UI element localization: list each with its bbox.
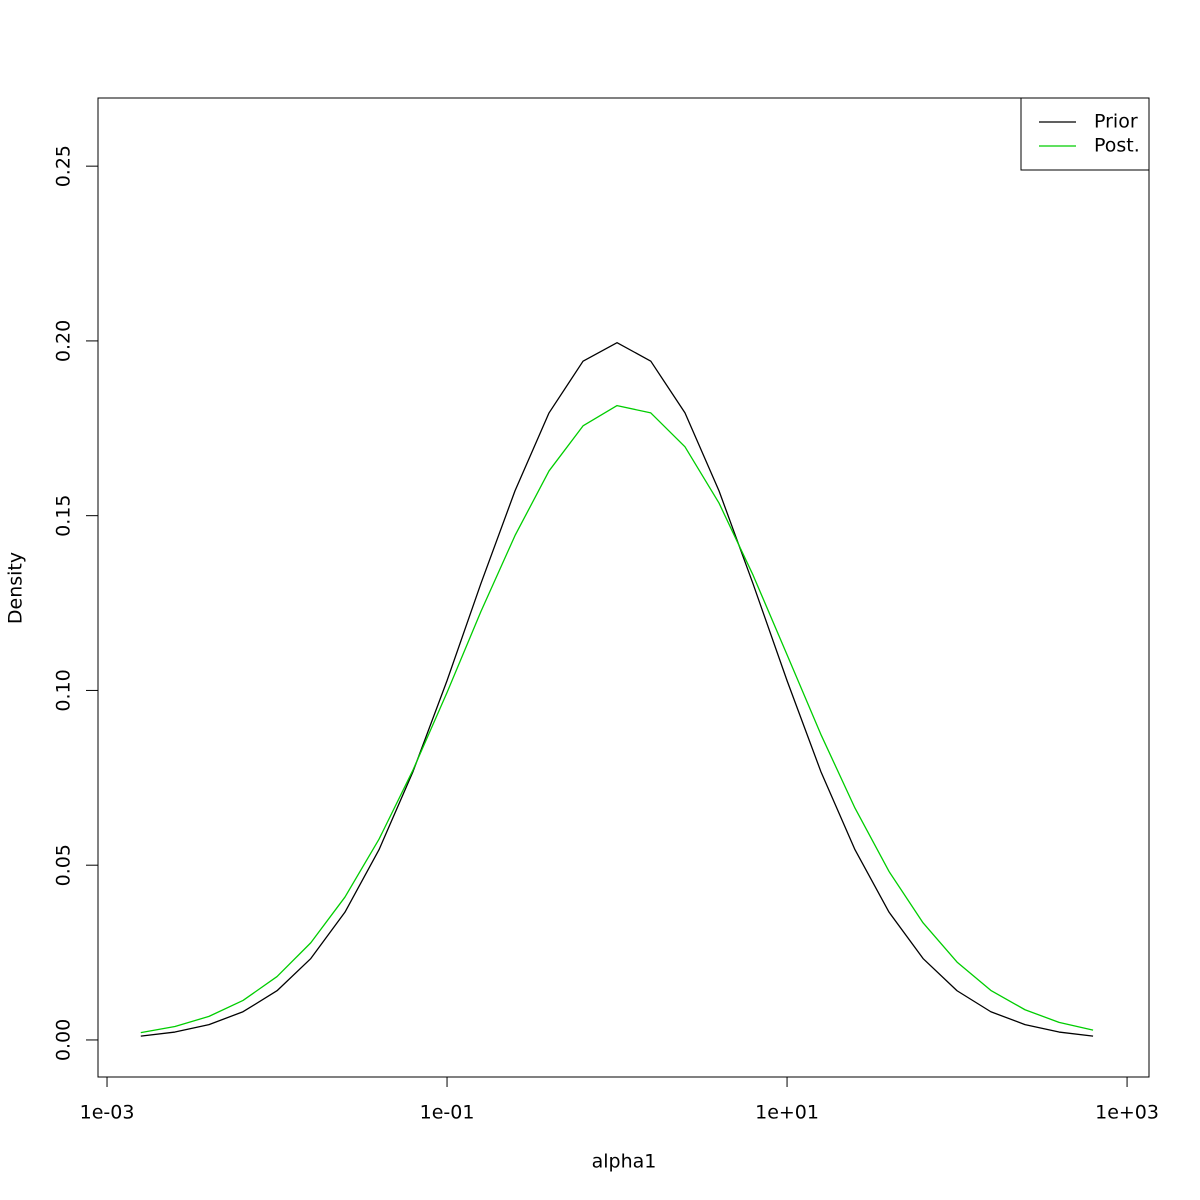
x-tick-label: 1e-03 (80, 1102, 135, 1124)
y-axis-label: Density (5, 552, 27, 624)
y-tick-label: 0.15 (53, 495, 75, 537)
x-axis-label: alpha1 (592, 1151, 657, 1173)
legend-box (1020, 97, 1150, 171)
y-tick-label: 0.05 (53, 844, 75, 886)
series-line (140, 342, 1094, 1037)
x-tick-label: 1e-01 (420, 1102, 475, 1124)
series-line (140, 404, 1094, 1034)
y-tick-label: 0.10 (53, 669, 75, 711)
y-tick-label: 0.25 (53, 145, 75, 187)
legend-label: Post. (1094, 135, 1140, 157)
plot-frame (97, 97, 1150, 1078)
y-tick-label: 0.20 (53, 320, 75, 362)
x-tick-label: 1e+01 (755, 1102, 819, 1124)
y-tick-label: 0.00 (53, 1019, 75, 1061)
legend-label: Prior (1094, 111, 1138, 133)
x-tick-label: 1e+03 (1095, 1102, 1159, 1124)
